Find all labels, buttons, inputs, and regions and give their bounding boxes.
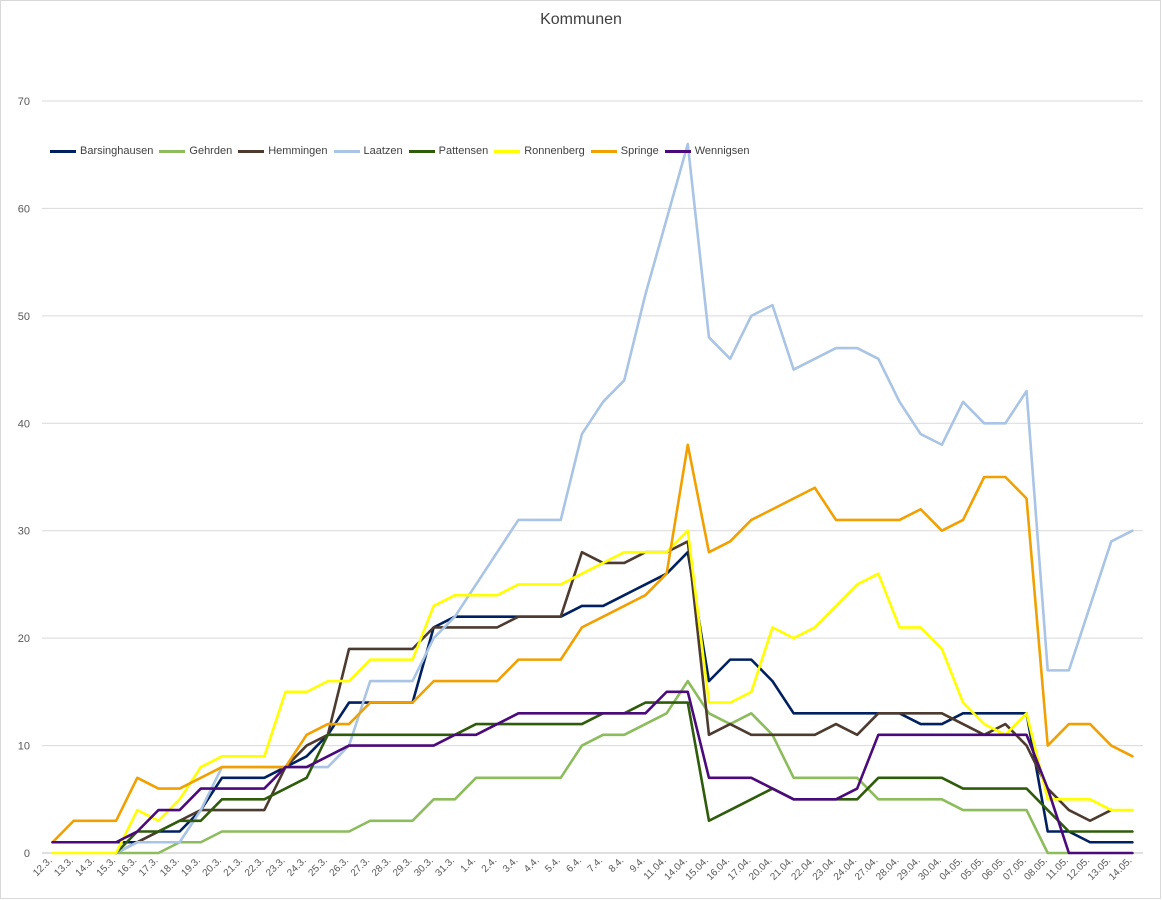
x-tick-label: 20.04. <box>747 855 774 882</box>
x-tick-label: 08.05. <box>1022 855 1049 882</box>
series-line-springe <box>51 443 1134 844</box>
x-axis-labels: 12.3.13.3.14.3.15.3.16.3.17.3.18.3.19.3.… <box>31 855 1134 882</box>
series-line-gehrden <box>114 679 1071 855</box>
x-tick-label: 16.3. <box>116 855 140 879</box>
legend-label: Ronnenberg <box>524 145 585 157</box>
x-tick-label: 26.3. <box>328 855 352 879</box>
legend-swatch <box>238 149 265 153</box>
x-tick-label: 29.04. <box>895 855 922 882</box>
legend-item-wennigsen: Wennigsen <box>664 145 750 157</box>
x-tick-label: 24.04. <box>832 855 859 882</box>
legend-item-laatzen: Laatzen <box>333 145 403 157</box>
legend-swatch <box>50 149 76 153</box>
x-tick-label: 27.3. <box>349 855 373 879</box>
x-tick-label: 24.3. <box>285 855 309 879</box>
y-axis-labels: 0 10 20 30 40 50 60 70 <box>18 96 30 860</box>
legend-label: Laatzen <box>363 145 403 157</box>
y-tick-label: 30 <box>18 526 30 538</box>
x-tick-label: 07.05. <box>1001 855 1028 882</box>
x-tick-label: 15.04. <box>684 855 711 882</box>
x-tick-label: 30.3. <box>412 855 436 879</box>
x-tick-label: 28.3. <box>370 855 394 879</box>
x-tick-label: 22.3. <box>243 855 267 879</box>
x-tick-label: 19.3. <box>179 855 203 879</box>
x-tick-label: 3.4. <box>501 855 521 875</box>
gridlines <box>42 100 1143 854</box>
x-tick-label: 22.04. <box>789 855 816 882</box>
legend-swatch <box>408 149 435 153</box>
x-tick-label: 06.05. <box>980 855 1007 882</box>
x-tick-label: 21.3. <box>222 855 246 879</box>
x-tick-label: 28.04. <box>874 855 901 882</box>
y-tick-label: 0 <box>24 848 30 860</box>
legend-swatch <box>664 149 691 153</box>
legend-swatch <box>333 149 360 153</box>
legend-label: Gehrden <box>189 145 233 157</box>
legend-swatch <box>494 149 521 153</box>
x-tick-label: 13.3. <box>52 855 76 879</box>
x-tick-label: 14.04. <box>662 855 689 882</box>
x-tick-label: 23.3. <box>264 855 288 879</box>
legend-label: Wennigsen <box>694 145 750 157</box>
legend-label: Barsinghausen <box>80 145 154 157</box>
x-tick-label: 27.04. <box>853 855 880 882</box>
legend-item-barsinghausen: Barsinghausen <box>50 145 153 157</box>
legend-item-pattensen: Pattensen <box>408 145 489 157</box>
x-tick-label: 25.3. <box>306 855 330 879</box>
x-tick-label: 2.4. <box>480 855 500 875</box>
y-tick-label: 50 <box>18 311 30 323</box>
x-tick-label: 16.04. <box>705 855 732 882</box>
legend-swatch <box>590 149 617 153</box>
y-tick-label: 10 <box>18 741 30 753</box>
x-tick-label: 7.4. <box>586 855 606 875</box>
x-tick-label: 30.04. <box>917 855 944 882</box>
series-line-barsinghausen <box>51 550 1134 844</box>
legend-item-ronnenberg: Ronnenberg <box>494 145 585 157</box>
legend-label: Pattensen <box>438 145 489 157</box>
x-tick-label: 04.05. <box>938 855 965 882</box>
x-tick-label: 31.3. <box>433 855 457 879</box>
x-tick-label: 23.04. <box>811 855 838 882</box>
x-tick-label: 12.3. <box>31 855 55 879</box>
x-tick-label: 21.04. <box>768 855 795 882</box>
x-tick-label: 8.4. <box>607 855 627 875</box>
legend-item-hemmingen: Hemmingen <box>238 145 328 157</box>
x-tick-label: 6.4. <box>564 855 584 875</box>
x-tick-label: 12.05. <box>1065 855 1092 882</box>
x-tick-label: 17.04. <box>726 855 753 882</box>
x-tick-label: 14.3. <box>74 855 98 879</box>
x-tick-label: 29.3. <box>391 855 415 879</box>
series-line-wennigsen <box>51 690 1134 855</box>
legend-label: Springe <box>620 145 659 157</box>
series-line-hemmingen <box>114 540 1113 855</box>
legend-swatch <box>159 149 186 153</box>
x-tick-label: 1.4. <box>459 855 479 875</box>
chart-title: Kommunen <box>540 11 622 28</box>
y-tick-label: 70 <box>18 96 30 108</box>
x-tick-label: 14.05. <box>1107 855 1134 882</box>
y-tick-label: 40 <box>18 418 30 430</box>
legend-item-springe: Springe <box>590 145 659 157</box>
series-lines <box>51 142 1134 855</box>
y-tick-label: 60 <box>18 203 30 215</box>
series-line-ronnenberg <box>51 529 1134 855</box>
legend-item-gehrden: Gehrden <box>159 145 232 157</box>
legend: Barsinghausen Gehrden Hemmingen Laatzen Patt… <box>50 143 756 159</box>
legend-label: Hemmingen <box>268 145 328 157</box>
x-tick-label: 4.4. <box>522 855 542 875</box>
x-tick-label: 17.3. <box>137 855 161 879</box>
x-tick-label: 13.05. <box>1086 855 1113 882</box>
x-tick-label: 5.4. <box>543 855 563 875</box>
x-tick-label: 20.3. <box>201 855 225 879</box>
x-tick-label: 15.3. <box>95 855 119 879</box>
y-tick-label: 20 <box>18 633 30 645</box>
x-tick-label: 18.3. <box>158 855 182 879</box>
x-tick-label: 05.05. <box>959 855 986 882</box>
